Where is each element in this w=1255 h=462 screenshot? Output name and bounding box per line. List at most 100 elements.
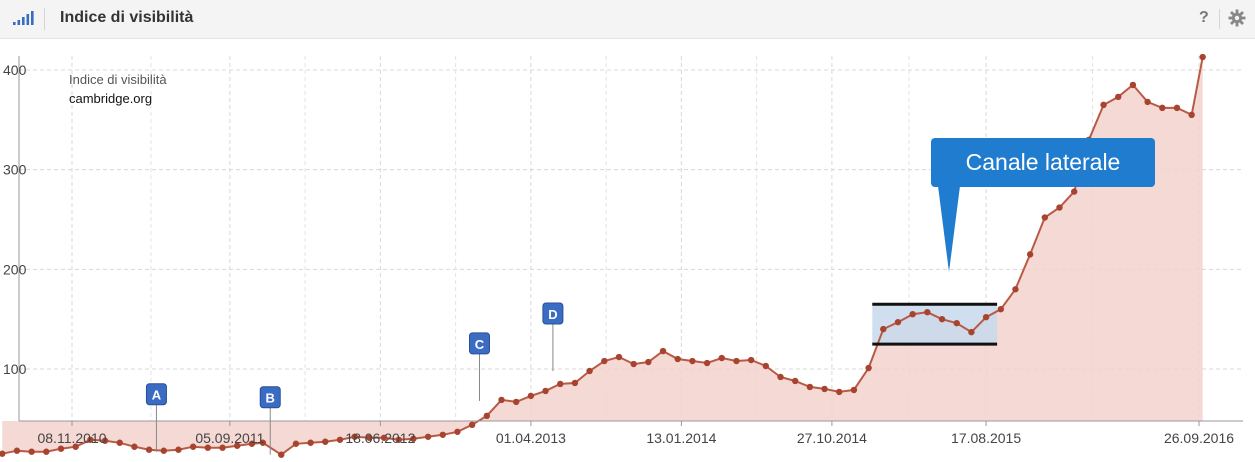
- event-marker-c[interactable]: C: [468, 332, 490, 401]
- data-point[interactable]: [880, 325, 887, 333]
- data-point[interactable]: [189, 443, 197, 450]
- x-tick-label: 08.11.2010: [37, 430, 106, 446]
- data-point[interactable]: [1070, 188, 1078, 195]
- data-point[interactable]: [777, 373, 784, 381]
- data-point[interactable]: [542, 387, 549, 395]
- data-point[interactable]: [28, 448, 35, 455]
- data-point[interactable]: [1100, 101, 1107, 109]
- y-tick-label: 400: [3, 62, 27, 78]
- data-point[interactable]: [836, 388, 843, 396]
- data-point[interactable]: [366, 434, 373, 441]
- data-point[interactable]: [13, 447, 21, 454]
- data-point[interactable]: [953, 319, 960, 327]
- data-point[interactable]: [1173, 104, 1181, 112]
- data-point[interactable]: [703, 359, 711, 367]
- data-point[interactable]: [615, 353, 623, 361]
- y-tick-label: 100: [3, 361, 27, 377]
- data-point[interactable]: [498, 396, 505, 404]
- data-point[interactable]: [87, 436, 94, 443]
- data-point[interactable]: [0, 450, 6, 457]
- data-point[interactable]: [865, 364, 872, 372]
- data-point[interactable]: [821, 385, 828, 393]
- data-point[interactable]: [1115, 93, 1122, 101]
- data-point[interactable]: [233, 442, 241, 449]
- data-point[interactable]: [307, 439, 314, 446]
- data-point[interactable]: [160, 447, 167, 454]
- data-point[interactable]: [806, 383, 814, 391]
- data-point[interactable]: [689, 357, 696, 365]
- data-point[interactable]: [674, 355, 681, 363]
- data-point[interactable]: [380, 434, 388, 441]
- data-point[interactable]: [351, 433, 358, 440]
- data-point[interactable]: [131, 443, 138, 450]
- data-point[interactable]: [747, 356, 755, 364]
- data-point[interactable]: [468, 421, 476, 429]
- event-marker-b[interactable]: B: [259, 386, 281, 455]
- data-point[interactable]: [1159, 104, 1166, 112]
- data-point[interactable]: [278, 451, 285, 458]
- data-point[interactable]: [1012, 286, 1019, 293]
- data-point[interactable]: [557, 380, 564, 388]
- data-point[interactable]: [659, 347, 667, 355]
- bar-signal-icon: [12, 10, 34, 31]
- data-point[interactable]: [259, 439, 267, 446]
- gear-icon[interactable]: [1228, 9, 1246, 32]
- data-point[interactable]: [1144, 98, 1151, 106]
- data-point[interactable]: [204, 444, 212, 451]
- visibility-chart: A B C D 100 200 300 400 08.11.2010 05.09.2011 18.…: [0, 53, 1243, 458]
- x-tick-label: 27.10.2014: [797, 430, 867, 446]
- data-point[interactable]: [175, 446, 182, 453]
- data-point[interactable]: [43, 448, 50, 455]
- data-point[interactable]: [1188, 111, 1195, 119]
- data-point[interactable]: [586, 367, 593, 375]
- data-point[interactable]: [645, 358, 652, 366]
- data-point[interactable]: [850, 386, 858, 394]
- data-point[interactable]: [483, 412, 491, 420]
- data-point[interactable]: [924, 308, 931, 316]
- data-point[interactable]: [116, 439, 123, 446]
- data-point[interactable]: [894, 318, 902, 326]
- data-point[interactable]: [791, 377, 799, 385]
- data-point[interactable]: [527, 392, 535, 400]
- x-tick-label: 01.04.2013: [496, 430, 566, 446]
- data-point[interactable]: [997, 306, 1004, 313]
- data-point[interactable]: [762, 362, 770, 370]
- data-point[interactable]: [145, 446, 153, 453]
- data-point[interactable]: [733, 357, 740, 365]
- data-point[interactable]: [395, 436, 402, 443]
- data-point[interactable]: [1056, 204, 1063, 211]
- data-point[interactable]: [219, 444, 226, 451]
- data-point[interactable]: [938, 315, 946, 323]
- data-point[interactable]: [601, 357, 608, 365]
- data-point[interactable]: [454, 428, 461, 435]
- data-point[interactable]: [72, 443, 79, 450]
- data-point[interactable]: [57, 445, 65, 452]
- data-point[interactable]: [322, 438, 329, 445]
- data-point[interactable]: [1199, 53, 1206, 61]
- help-button[interactable]: ?: [1199, 9, 1209, 26]
- data-point[interactable]: [1041, 214, 1049, 221]
- callout-pointer: [938, 186, 960, 272]
- event-marker-a[interactable]: A: [145, 383, 167, 452]
- data-point[interactable]: [909, 310, 916, 318]
- event-marker-d[interactable]: D: [542, 302, 564, 371]
- data-point[interactable]: [248, 440, 256, 447]
- data-point[interactable]: [101, 437, 109, 444]
- data-point[interactable]: [292, 440, 300, 447]
- series-area: [2, 57, 1203, 455]
- callout-box: Canale laterale: [931, 138, 1155, 187]
- data-point[interactable]: [630, 360, 637, 368]
- data-point[interactable]: [336, 436, 344, 443]
- data-point[interactable]: [1026, 251, 1034, 258]
- data-point[interactable]: [439, 431, 446, 438]
- header-divider-right: [1219, 9, 1220, 29]
- data-point[interactable]: [718, 354, 725, 362]
- data-point[interactable]: [424, 433, 432, 440]
- data-point[interactable]: [571, 379, 579, 387]
- data-point[interactable]: [410, 435, 417, 442]
- data-point[interactable]: [968, 328, 975, 336]
- data-point[interactable]: [982, 313, 990, 321]
- data-point[interactable]: [1129, 81, 1137, 89]
- data-point[interactable]: [512, 398, 520, 406]
- y-tick-label: 300: [3, 162, 27, 178]
